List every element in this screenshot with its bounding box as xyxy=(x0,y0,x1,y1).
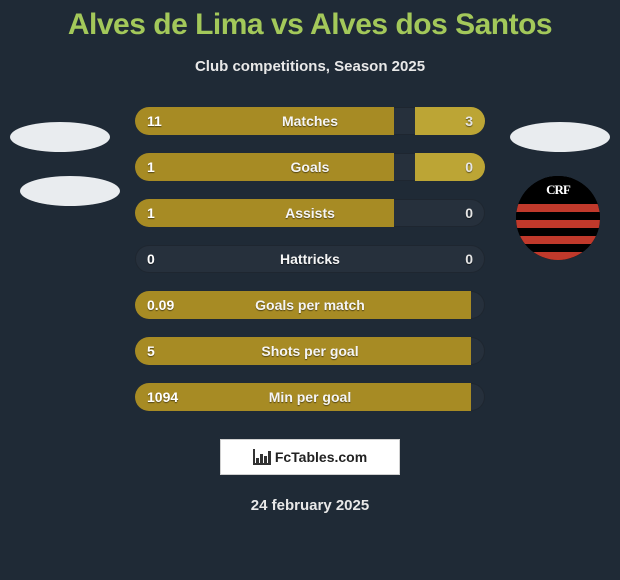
stat-row: Matches11 3 xyxy=(135,107,485,135)
stat-row: Hattricks0 0 xyxy=(135,245,485,273)
stat-value-left: 1 xyxy=(147,153,155,181)
player-right-badge-placeholder xyxy=(510,122,610,152)
page-subtitle: Club competitions, Season 2025 xyxy=(0,58,620,75)
stat-label: Matches xyxy=(135,107,485,135)
stat-value-left: 1094 xyxy=(147,383,178,411)
stat-row: Assists1 0 xyxy=(135,199,485,227)
club-badge-flamengo: CRF xyxy=(516,176,600,260)
stat-label: Hattricks xyxy=(135,245,485,273)
page-title: Alves de Lima vs Alves dos Santos xyxy=(0,0,620,42)
stat-row: Min per goal1094 xyxy=(135,383,485,411)
stat-value-left: 1 xyxy=(147,199,155,227)
stat-label: Min per goal xyxy=(135,383,485,411)
stat-label: Goals per match xyxy=(135,291,485,319)
stat-label: Goals xyxy=(135,153,485,181)
chart-icon xyxy=(253,449,271,465)
player-left-badge-placeholder-2 xyxy=(20,176,120,206)
stat-row: Shots per goal5 xyxy=(135,337,485,365)
stat-row: Goals per match0.09 xyxy=(135,291,485,319)
stat-value-right: 3 xyxy=(465,107,473,135)
stat-value-left: 0 xyxy=(147,245,155,273)
stat-value-left: 5 xyxy=(147,337,155,365)
club-badge-monogram: CRF xyxy=(516,182,600,198)
stat-value-right: 0 xyxy=(465,199,473,227)
stat-label: Shots per goal xyxy=(135,337,485,365)
footer-date: 24 february 2025 xyxy=(0,497,620,514)
stat-value-left: 0.09 xyxy=(147,291,174,319)
stat-label: Assists xyxy=(135,199,485,227)
stat-value-right: 0 xyxy=(465,245,473,273)
stat-value-left: 11 xyxy=(147,107,162,135)
stat-row: Goals1 0 xyxy=(135,153,485,181)
footer-brand-box: FcTables.com xyxy=(220,439,400,475)
footer-brand-text: FcTables.com xyxy=(275,449,367,465)
stat-value-right: 0 xyxy=(465,153,473,181)
player-left-badge-placeholder-1 xyxy=(10,122,110,152)
stats-container: Matches113Goals10Assists10Hattricks00Goa… xyxy=(135,107,485,411)
